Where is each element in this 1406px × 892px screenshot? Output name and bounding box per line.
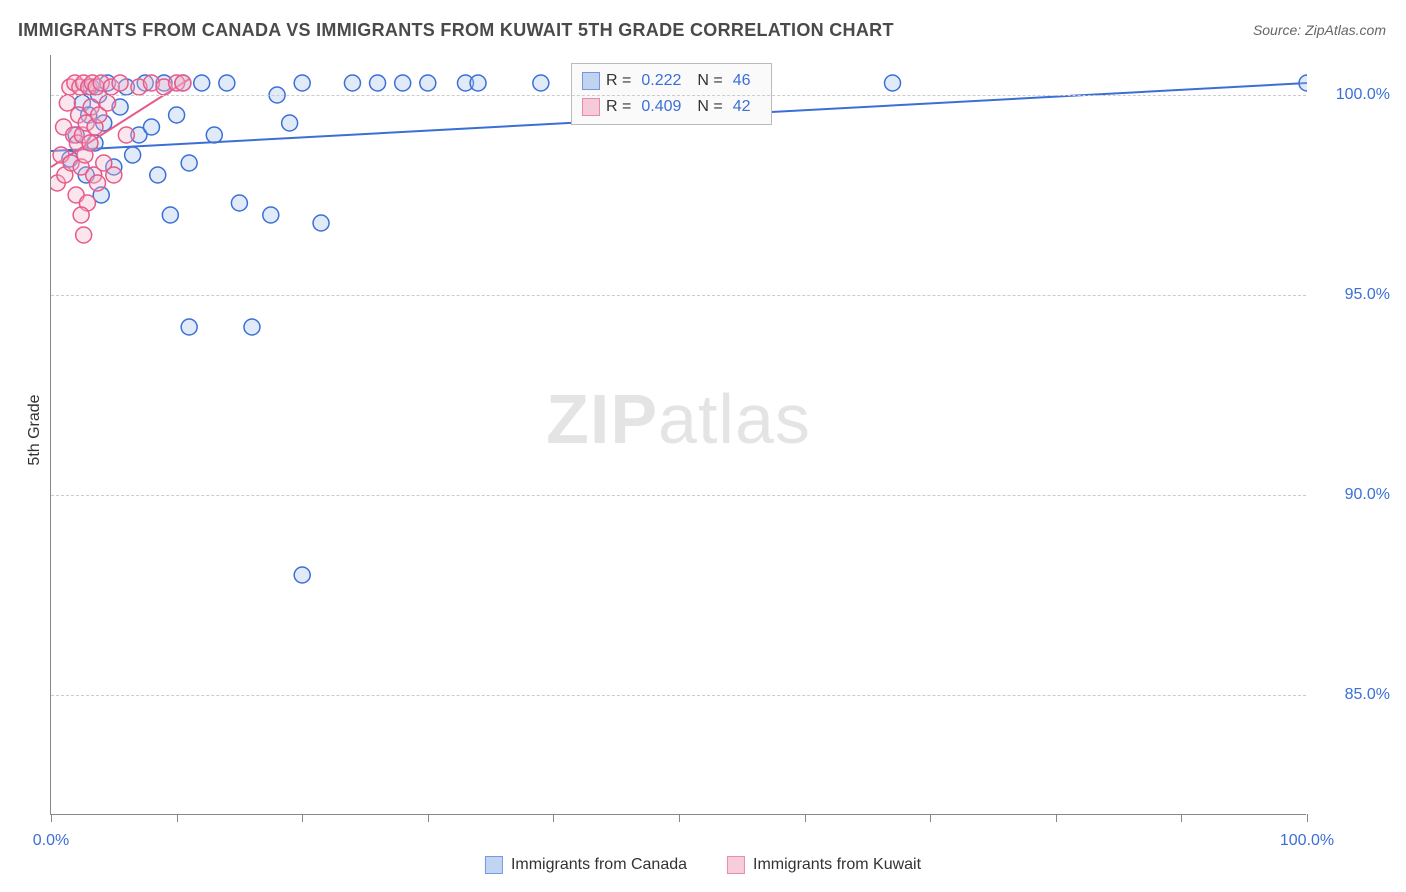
x-tick bbox=[805, 814, 806, 822]
grid-line bbox=[51, 695, 1306, 696]
data-point bbox=[470, 75, 486, 91]
grid-line bbox=[51, 95, 1306, 96]
data-point bbox=[73, 207, 89, 223]
data-point bbox=[313, 215, 329, 231]
data-point bbox=[1299, 75, 1307, 91]
y-tick-label: 95.0% bbox=[1320, 286, 1390, 304]
x-tick bbox=[553, 814, 554, 822]
legend-r-label: R = bbox=[606, 72, 631, 90]
x-tick bbox=[930, 814, 931, 822]
y-axis-label: 5th Grade bbox=[26, 394, 44, 465]
data-point bbox=[76, 227, 92, 243]
legend-row: R = 0.222 N = 46 bbox=[582, 68, 761, 94]
scatter-chart bbox=[51, 55, 1307, 815]
legend-n-value: 46 bbox=[733, 72, 751, 90]
data-point bbox=[162, 207, 178, 223]
legend-r-value: 0.409 bbox=[641, 98, 681, 116]
grid-line bbox=[51, 295, 1306, 296]
chart-title: IMMIGRANTS FROM CANADA VS IMMIGRANTS FRO… bbox=[18, 20, 894, 41]
legend-swatch bbox=[727, 856, 745, 874]
plot-area: ZIPatlas R =0.222N =46R =0.409N =42 85.0… bbox=[50, 55, 1306, 815]
legend-swatch bbox=[582, 98, 600, 116]
x-tick bbox=[302, 814, 303, 822]
legend-swatch bbox=[485, 856, 503, 874]
x-tick bbox=[1181, 814, 1182, 822]
x-tick bbox=[679, 814, 680, 822]
data-point bbox=[82, 135, 98, 151]
grid-line bbox=[51, 495, 1306, 496]
data-point bbox=[181, 155, 197, 171]
x-tick bbox=[1056, 814, 1057, 822]
data-point bbox=[244, 319, 260, 335]
data-point bbox=[370, 75, 386, 91]
data-point bbox=[395, 75, 411, 91]
x-tick-label: 0.0% bbox=[33, 832, 69, 850]
legend-label: Immigrants from Kuwait bbox=[753, 856, 921, 874]
chart-source: Source: ZipAtlas.com bbox=[1253, 22, 1386, 38]
data-point bbox=[143, 119, 159, 135]
data-point bbox=[181, 319, 197, 335]
data-point bbox=[169, 107, 185, 123]
data-point bbox=[89, 175, 105, 191]
data-point bbox=[118, 127, 134, 143]
legend-n-value: 42 bbox=[733, 98, 751, 116]
legend-row: R = 0.409 N = 42 bbox=[582, 94, 761, 120]
correlation-legend: R = 0.222 N = 46 R = 0.409 N = 42 bbox=[571, 63, 772, 125]
data-point bbox=[106, 167, 122, 183]
data-point bbox=[533, 75, 549, 91]
data-point bbox=[194, 75, 210, 91]
legend-label: Immigrants from Canada bbox=[511, 856, 687, 874]
legend-item: Immigrants from Kuwait bbox=[727, 856, 921, 874]
data-point bbox=[206, 127, 222, 143]
x-tick bbox=[177, 814, 178, 822]
data-point bbox=[125, 147, 141, 163]
x-tick bbox=[1307, 814, 1308, 822]
data-point bbox=[294, 567, 310, 583]
y-tick-label: 100.0% bbox=[1320, 86, 1390, 104]
legend-n-label: N = bbox=[697, 72, 722, 90]
x-tick bbox=[428, 814, 429, 822]
x-tick bbox=[51, 814, 52, 822]
y-tick-label: 90.0% bbox=[1320, 486, 1390, 504]
data-point bbox=[885, 75, 901, 91]
legend-r-label: R = bbox=[606, 98, 631, 116]
data-point bbox=[219, 75, 235, 91]
data-point bbox=[420, 75, 436, 91]
data-point bbox=[150, 167, 166, 183]
legend-n-label: N = bbox=[697, 98, 722, 116]
data-point bbox=[100, 95, 116, 111]
data-point bbox=[344, 75, 360, 91]
data-point bbox=[263, 207, 279, 223]
legend-r-value: 0.222 bbox=[641, 72, 681, 90]
y-tick-label: 85.0% bbox=[1320, 686, 1390, 704]
data-point bbox=[282, 115, 298, 131]
data-point bbox=[294, 75, 310, 91]
data-point bbox=[112, 75, 128, 91]
series-legend: Immigrants from Canada Immigrants from Ku… bbox=[485, 856, 921, 874]
legend-swatch bbox=[582, 72, 600, 90]
data-point bbox=[175, 75, 191, 91]
legend-item: Immigrants from Canada bbox=[485, 856, 687, 874]
x-tick-label: 100.0% bbox=[1280, 832, 1334, 850]
data-point bbox=[231, 195, 247, 211]
